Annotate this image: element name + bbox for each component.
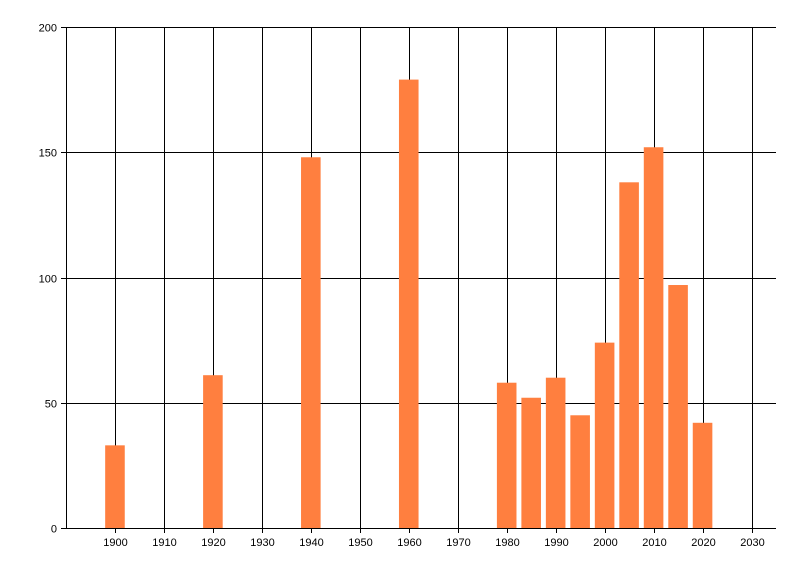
bar xyxy=(668,285,688,528)
axes xyxy=(66,27,776,529)
bar xyxy=(619,182,639,528)
x-tick-label: 1990 xyxy=(544,537,568,549)
x-tick-label: 2010 xyxy=(642,537,666,549)
y-tick-label: 200 xyxy=(39,23,57,35)
x-tick-label: 1980 xyxy=(495,537,519,549)
bar xyxy=(545,377,566,528)
x-tick-label: 1910 xyxy=(152,537,176,549)
x-tick-label: 1920 xyxy=(201,537,225,549)
x-tick-label: 1900 xyxy=(103,537,127,549)
bar xyxy=(692,422,713,528)
bar xyxy=(203,375,223,528)
y-tick-label: 150 xyxy=(39,148,57,160)
x-tick-label: 1940 xyxy=(299,537,323,549)
bar xyxy=(301,157,321,528)
bars xyxy=(105,79,713,529)
x-tick-label: 1930 xyxy=(250,537,274,549)
bar xyxy=(521,397,541,528)
y-tick-label: 0 xyxy=(51,524,57,536)
y-tick-label: 50 xyxy=(45,399,57,411)
tick-labels: 1900 1910 1920 1930 1940 1950 1960 1970 1980 1990… xyxy=(39,23,765,550)
x-tick-label: 2000 xyxy=(593,537,617,549)
bar xyxy=(105,445,125,528)
bar xyxy=(643,147,664,529)
x-tick-label: 1960 xyxy=(397,537,421,549)
bar xyxy=(398,79,419,528)
bar xyxy=(496,382,517,528)
bar xyxy=(594,342,615,528)
x-tick-label: 2030 xyxy=(740,537,764,549)
y-tick-label: 100 xyxy=(39,274,57,286)
bar xyxy=(570,415,590,528)
x-tick-label: 1950 xyxy=(348,537,372,549)
x-tick-label: 2020 xyxy=(691,537,715,549)
x-tick-label: 1970 xyxy=(446,537,470,549)
